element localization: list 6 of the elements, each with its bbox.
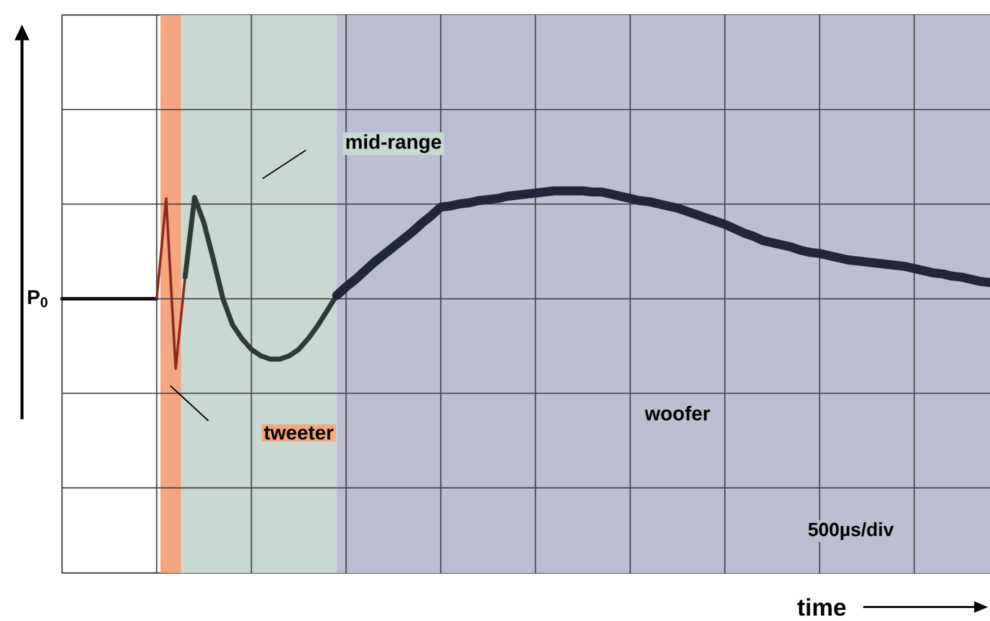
text: mid-range xyxy=(346,134,442,153)
text: woofer xyxy=(644,406,710,421)
text: 500µs/div xyxy=(808,522,894,540)
text: P$_{0}$ xyxy=(28,290,48,308)
text: tweeter xyxy=(264,426,334,440)
text: time xyxy=(797,598,846,616)
